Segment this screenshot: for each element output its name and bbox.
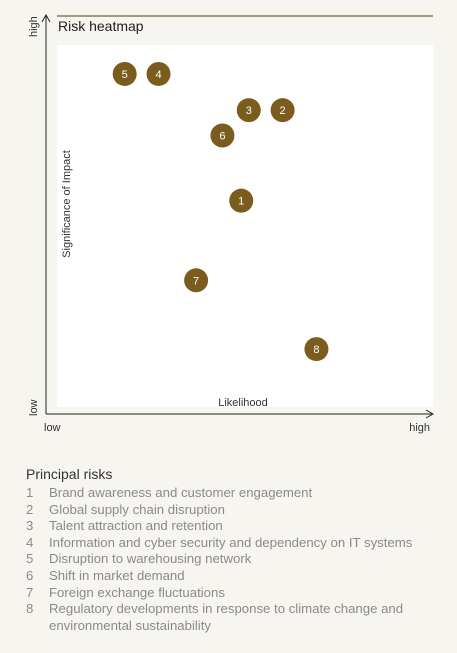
- legend-list: 1 Brand awareness and customer engagement…: [26, 485, 446, 634]
- y-tick-low: low: [28, 399, 40, 416]
- risk-bubble-3: [236, 98, 261, 123]
- bubble-layer: 1 2 3 4 5 6 7 8: [112, 61, 329, 362]
- risk-bubble-label-3: 3: [246, 105, 252, 117]
- chart-title: Risk heatmap: [58, 18, 144, 34]
- legend-item: 3 Talent attraction and retention: [26, 518, 446, 535]
- legend-heading: Principal risks: [26, 466, 113, 482]
- risk-bubble-1: [229, 188, 254, 213]
- legend-item: 6 Shift in market demand: [26, 568, 446, 585]
- legend-item-number: 2: [26, 501, 34, 517]
- risk-bubble-2: [270, 98, 295, 123]
- legend-item-number: 1: [26, 485, 34, 500]
- risk-bubble-8: [304, 337, 329, 362]
- risk-bubble-label-7: 7: [193, 275, 199, 287]
- legend-item-number: 8: [26, 601, 34, 617]
- risk-bubble-label-1: 1: [238, 196, 244, 208]
- x-tick-high: high: [409, 422, 430, 434]
- legend-item-number: 4: [26, 534, 34, 550]
- risk-heatmap-chart: Risk heatmap high low low high Likelihoo…: [28, 13, 435, 434]
- legend-item: 1 Brand awareness and customer engagement: [26, 485, 446, 502]
- risk-bubble-6: [210, 123, 235, 148]
- legend-item-text: Shift in market demand: [49, 567, 185, 583]
- legend-item-number: 7: [26, 584, 34, 600]
- legend-item-text: Brand awareness and customer engagement: [49, 485, 313, 500]
- risk-bubble-label-6: 6: [219, 131, 225, 143]
- legend-item-text: Information and cyber security and depen…: [49, 534, 413, 550]
- legend-item: 4 Information and cyber security and depe…: [26, 535, 446, 552]
- risk-bubble-label-2: 2: [280, 105, 286, 117]
- principal-risks-legend: Principal risks 1 Brand awareness and cus…: [26, 466, 446, 634]
- risk-bubble-5: [112, 61, 137, 86]
- y-axis-title: Significance of Impact: [61, 150, 73, 258]
- y-tick-high: high: [28, 16, 40, 37]
- legend-item: 7 Foreign exchange fluctuations: [26, 585, 446, 602]
- x-axis-title: Likelihood: [218, 397, 268, 409]
- x-tick-low: low: [44, 422, 61, 434]
- legend-item-text: Global supply chain disruption: [49, 501, 225, 517]
- x-axis-arrow: [425, 409, 435, 419]
- y-axis-arrow: [41, 13, 51, 23]
- risk-bubble-label-4: 4: [155, 69, 161, 81]
- risk-bubble-label-5: 5: [122, 69, 128, 81]
- legend-item-text: Regulatory developments in response to c…: [49, 601, 404, 633]
- legend-item-text: Disruption to warehousing network: [49, 551, 252, 567]
- legend-item-number: 5: [26, 551, 34, 567]
- legend-item-text: Talent attraction and retention: [49, 518, 223, 534]
- risk-bubble-7: [184, 268, 209, 293]
- legend-item-text: Foreign exchange fluctuations: [49, 584, 225, 600]
- legend-item-number: 6: [26, 567, 34, 583]
- risk-bubble-label-8: 8: [313, 344, 319, 356]
- legend-item-number: 3: [26, 518, 34, 534]
- risk-bubble-4: [146, 61, 171, 86]
- legend-item: 5 Disruption to warehousing network: [26, 551, 446, 568]
- legend-item: 2 Global supply chain disruption: [26, 502, 446, 519]
- legend-item: 8 Regulatory developments in response to …: [26, 601, 446, 634]
